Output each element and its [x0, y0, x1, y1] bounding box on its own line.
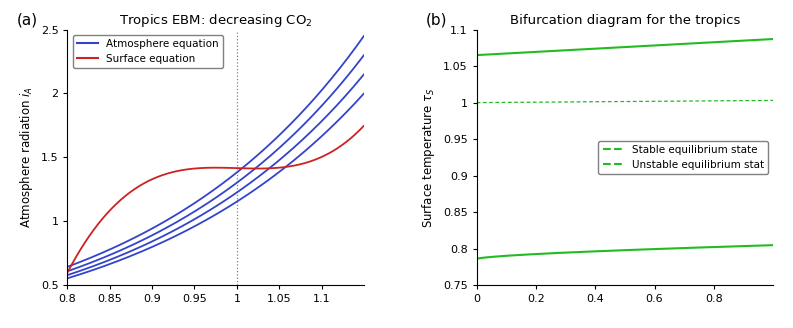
Y-axis label: Surface temperature $\tau_S$: Surface temperature $\tau_S$ — [420, 87, 437, 228]
Text: (a): (a) — [17, 12, 38, 28]
Title: Bifurcation diagram for the tropics: Bifurcation diagram for the tropics — [510, 14, 740, 27]
Text: (b): (b) — [426, 12, 448, 28]
Legend: Stable equilibrium state, Unstable equilibrium stat: Stable equilibrium state, Unstable equil… — [599, 141, 768, 174]
Y-axis label: Atmosphere radiation $i_A$: Atmosphere radiation $i_A$ — [18, 87, 35, 228]
Title: Tropics EBM: decreasing CO$_2$: Tropics EBM: decreasing CO$_2$ — [119, 12, 312, 29]
Legend: Atmosphere equation, Surface equation: Atmosphere equation, Surface equation — [73, 35, 223, 68]
